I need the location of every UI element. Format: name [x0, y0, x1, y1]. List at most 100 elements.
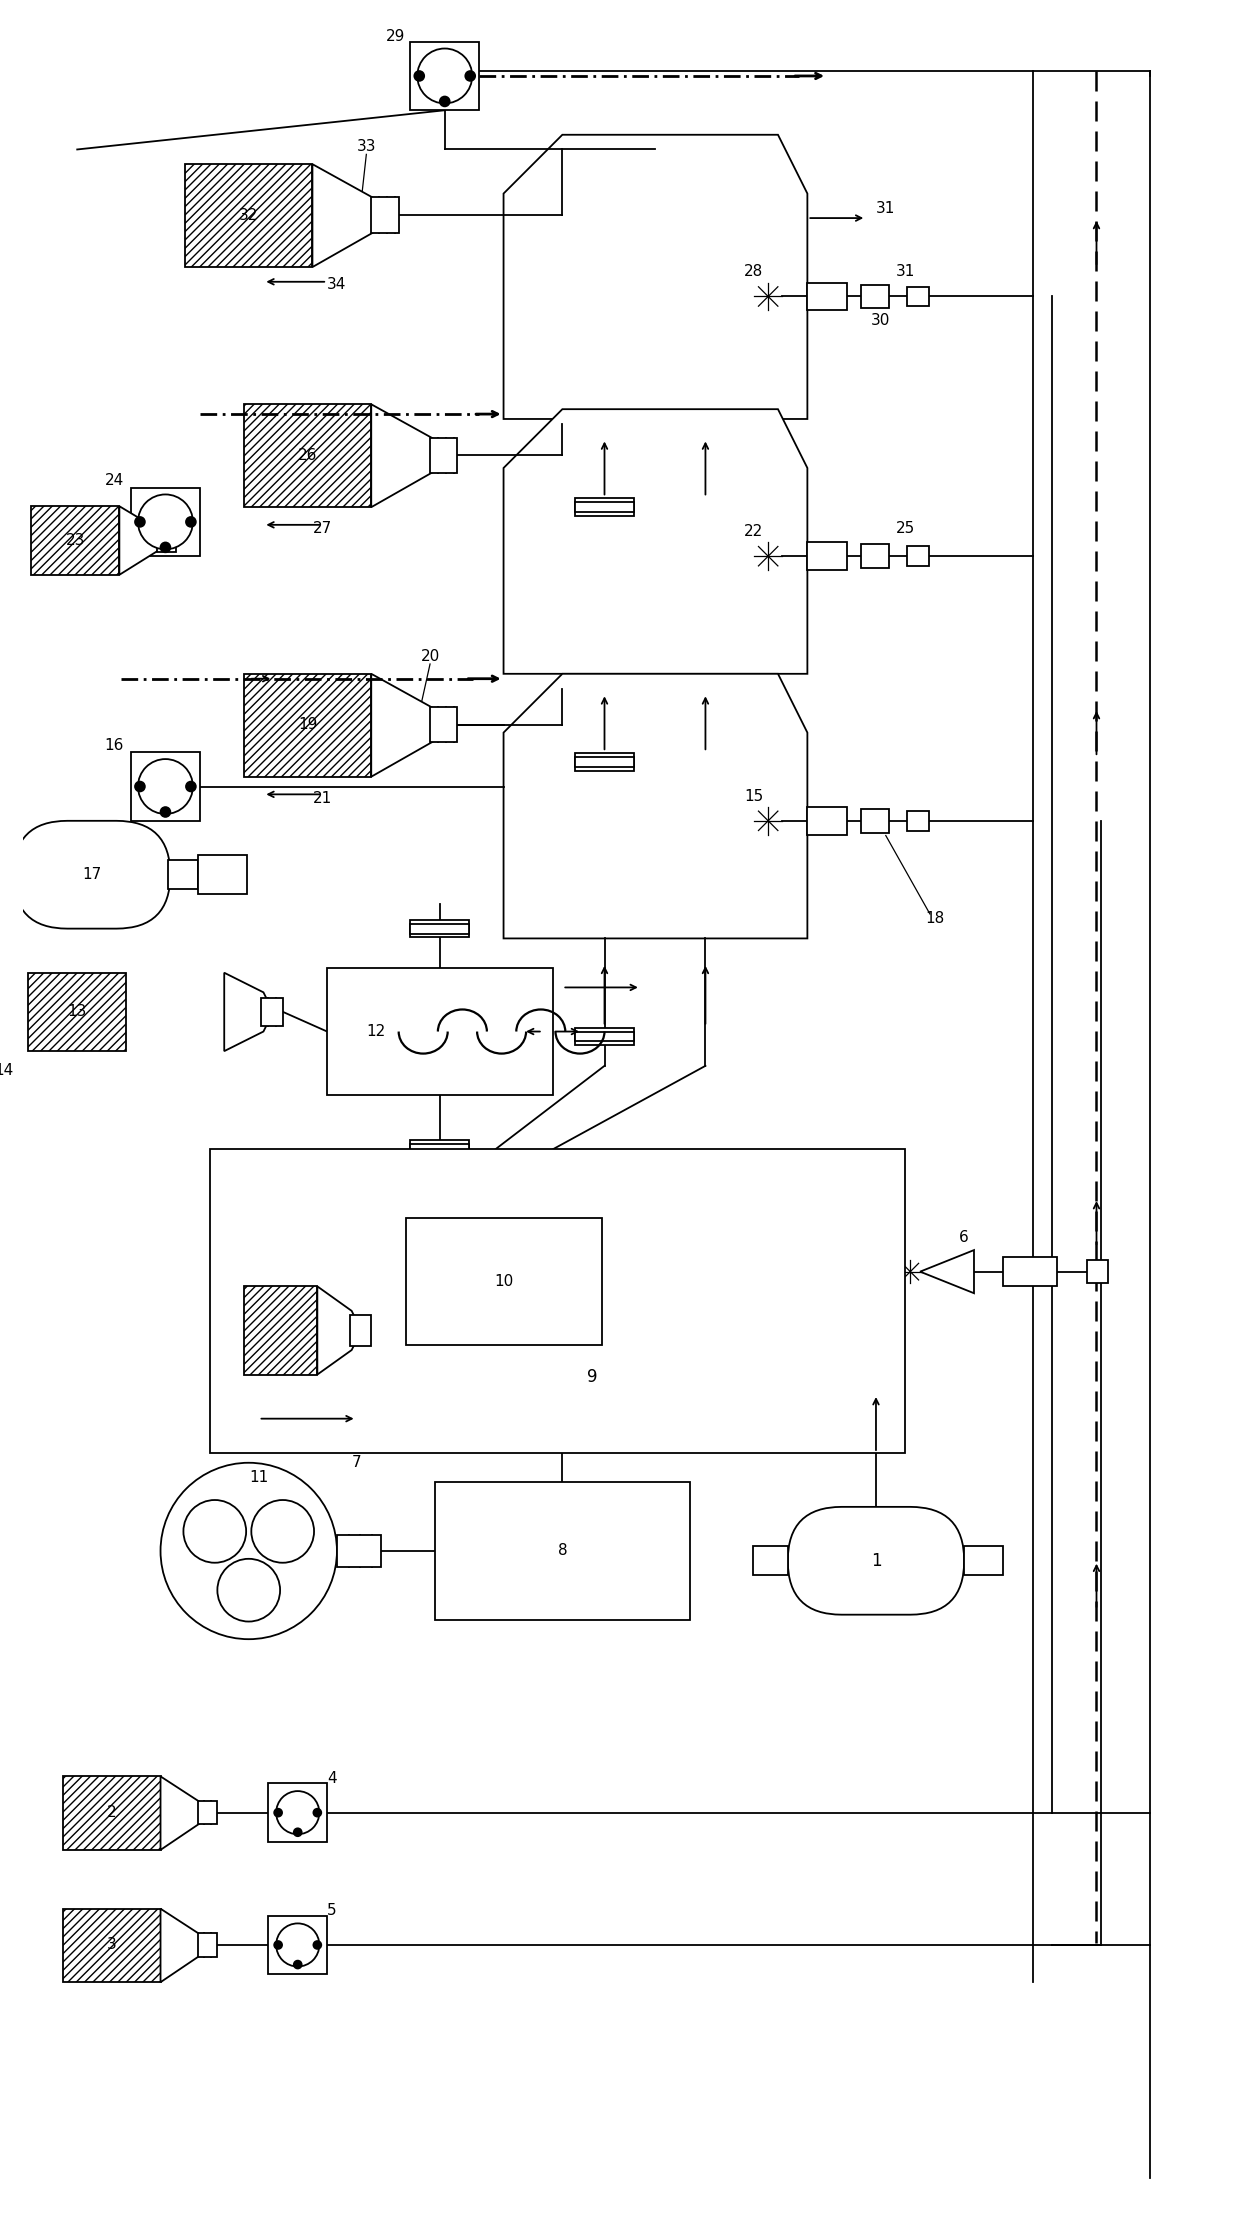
Text: 31: 31: [895, 263, 915, 279]
Bar: [62, 1908, 160, 1982]
Bar: [62, 1776, 160, 1851]
Circle shape: [414, 71, 424, 82]
Circle shape: [294, 1829, 301, 1835]
Bar: [371, 197, 399, 232]
Text: 14: 14: [0, 1063, 14, 1078]
Bar: [131, 487, 200, 556]
Polygon shape: [503, 410, 807, 673]
Text: 20: 20: [420, 649, 440, 664]
Bar: [197, 855, 247, 894]
Bar: [185, 164, 312, 268]
Polygon shape: [503, 135, 807, 418]
Polygon shape: [371, 673, 450, 777]
Circle shape: [418, 49, 472, 104]
Circle shape: [277, 1791, 319, 1833]
Polygon shape: [160, 1776, 210, 1851]
Bar: [575, 757, 634, 766]
Bar: [169, 859, 197, 890]
Bar: [244, 673, 371, 777]
Bar: [862, 808, 889, 832]
Bar: [575, 1027, 634, 1045]
Text: 12: 12: [367, 1025, 386, 1038]
Circle shape: [138, 759, 193, 815]
Text: 16: 16: [104, 737, 124, 753]
Text: 27: 27: [312, 520, 332, 536]
Bar: [862, 286, 889, 308]
Circle shape: [160, 542, 170, 551]
Text: 8: 8: [558, 1543, 567, 1559]
Bar: [337, 1534, 381, 1568]
Polygon shape: [371, 405, 450, 507]
Bar: [31, 507, 119, 576]
Bar: [575, 503, 634, 511]
Bar: [1086, 1260, 1109, 1284]
Bar: [575, 498, 634, 516]
Circle shape: [135, 782, 145, 790]
Text: 9: 9: [587, 1368, 598, 1386]
Circle shape: [314, 1809, 321, 1815]
Bar: [131, 753, 200, 821]
Bar: [268, 1915, 327, 1975]
Bar: [430, 438, 458, 474]
Bar: [754, 1545, 787, 1576]
Bar: [862, 545, 889, 569]
Bar: [410, 1140, 469, 1158]
Text: 30: 30: [872, 314, 890, 328]
Text: 29: 29: [386, 29, 405, 44]
Circle shape: [252, 1501, 314, 1563]
Bar: [1003, 1258, 1058, 1286]
Text: 5: 5: [327, 1904, 337, 1917]
Bar: [575, 1032, 634, 1041]
Text: 2: 2: [107, 1804, 117, 1820]
Bar: [350, 1315, 371, 1346]
Polygon shape: [160, 1908, 210, 1982]
Circle shape: [440, 97, 450, 106]
Text: 31: 31: [877, 201, 895, 215]
Bar: [405, 1218, 601, 1346]
Text: 1: 1: [870, 1552, 882, 1570]
Circle shape: [184, 1501, 247, 1563]
Circle shape: [135, 518, 145, 527]
Bar: [210, 1149, 905, 1452]
Bar: [410, 1145, 469, 1153]
Text: 25: 25: [895, 520, 915, 536]
Text: 15: 15: [744, 788, 763, 804]
Text: 28: 28: [744, 263, 763, 279]
Text: 22: 22: [744, 525, 763, 540]
Bar: [268, 1782, 327, 1842]
Text: 34: 34: [327, 277, 347, 292]
Text: 33: 33: [357, 139, 376, 155]
Text: 3: 3: [107, 1937, 117, 1953]
Polygon shape: [920, 1251, 973, 1293]
Bar: [410, 923, 469, 934]
Polygon shape: [317, 1286, 361, 1375]
Bar: [410, 42, 479, 111]
Bar: [807, 542, 847, 569]
Bar: [807, 283, 847, 310]
Circle shape: [217, 1559, 280, 1621]
Bar: [327, 968, 553, 1096]
Polygon shape: [503, 673, 807, 939]
FancyBboxPatch shape: [14, 821, 170, 928]
Text: 26: 26: [298, 447, 317, 463]
Bar: [575, 753, 634, 770]
Bar: [197, 1800, 217, 1824]
Circle shape: [160, 1463, 337, 1638]
Bar: [262, 999, 283, 1025]
Circle shape: [186, 782, 196, 790]
Bar: [29, 972, 126, 1052]
Text: 4: 4: [327, 1771, 337, 1787]
FancyBboxPatch shape: [787, 1508, 965, 1614]
Circle shape: [186, 518, 196, 527]
Bar: [244, 1286, 317, 1375]
Bar: [965, 1545, 1003, 1576]
Bar: [908, 286, 929, 306]
Text: 7: 7: [352, 1455, 361, 1470]
Text: 17: 17: [82, 868, 102, 881]
Text: 13: 13: [67, 1005, 87, 1018]
Text: 10: 10: [494, 1273, 513, 1289]
Bar: [156, 529, 176, 551]
Text: 6: 6: [960, 1229, 970, 1244]
Text: 19: 19: [298, 717, 317, 733]
Polygon shape: [312, 164, 391, 268]
